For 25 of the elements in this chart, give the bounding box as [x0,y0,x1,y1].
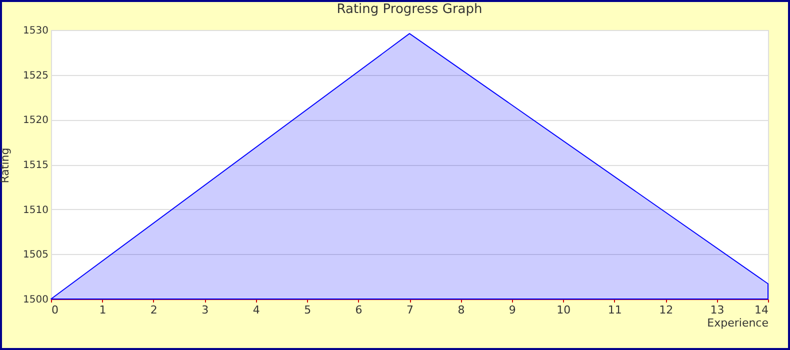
x-tick-label: 7 [406,304,414,316]
x-tick-label: 6 [355,304,362,316]
x-tick-label: 10 [556,304,571,316]
y-tick-label: 1500 [23,294,48,306]
x-tick-label: 4 [252,304,260,316]
y-tick-label: 1515 [23,160,48,171]
y-axis-title: Rating [0,148,12,184]
x-tick-label: 0 [52,304,58,316]
y-tick-label: 1525 [23,70,48,82]
x-tick-label: 14 [754,304,768,316]
chart-title: Rating Progress Graph [336,2,482,17]
y-tick-label: 1510 [23,204,48,216]
y-tick-label: 1530 [23,26,48,36]
x-tick-label: 2 [150,304,158,316]
x-tick-label: 5 [304,304,312,316]
y-tick-label: 1505 [23,250,48,261]
y-tick-label: 1520 [23,115,48,126]
x-tick-label: 11 [608,304,622,316]
x-tick-label: 9 [508,304,516,316]
x-tick-label: 13 [710,304,724,316]
x-tick-label: 8 [458,304,465,316]
x-tick-label: 12 [659,304,674,316]
x-tick-label: 3 [202,304,209,316]
x-tick-label: 1 [99,304,106,316]
x-axis-title: Experience [707,316,769,330]
